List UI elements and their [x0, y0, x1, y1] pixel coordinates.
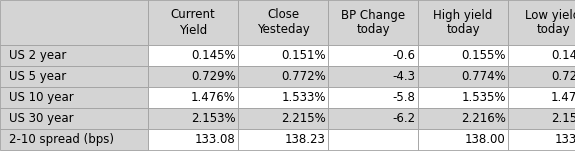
Text: 2.215%: 2.215% [281, 112, 325, 125]
Text: 0.774%: 0.774% [461, 70, 505, 83]
Text: 1.476%: 1.476% [551, 91, 575, 104]
Bar [238, 108, 328, 129]
Bar [328, 66, 418, 87]
Bar [418, 87, 508, 108]
Bar [508, 66, 575, 87]
Text: 1.533%: 1.533% [281, 91, 325, 104]
Bar [418, 0, 508, 45]
Text: -4.3: -4.3 [393, 70, 416, 83]
Bar [328, 87, 418, 108]
Bar [148, 87, 238, 108]
Text: 138.00: 138.00 [465, 133, 505, 146]
Bar [238, 129, 328, 150]
Bar [508, 129, 575, 150]
Text: -5.8: -5.8 [393, 91, 416, 104]
Bar [508, 45, 575, 66]
Bar [328, 129, 418, 150]
Bar [0, 108, 148, 129]
Bar [0, 66, 148, 87]
Bar [238, 45, 328, 66]
Bar [148, 0, 238, 45]
Text: High yield
today: High yield today [434, 9, 493, 36]
Bar [238, 0, 328, 45]
Text: 138.23: 138.23 [285, 133, 325, 146]
Text: Current
Yield: Current Yield [171, 9, 216, 36]
Bar [508, 87, 575, 108]
Bar [148, 66, 238, 87]
Text: -6.2: -6.2 [393, 112, 416, 125]
Bar [148, 108, 238, 129]
Text: 133.08: 133.08 [195, 133, 236, 146]
Bar [148, 129, 238, 150]
Text: 0.145%: 0.145% [191, 49, 236, 62]
Bar [148, 45, 238, 66]
Bar [328, 108, 418, 129]
Text: 1.476%: 1.476% [191, 91, 236, 104]
Text: 133.08: 133.08 [555, 133, 575, 146]
Text: US 10 year: US 10 year [9, 91, 74, 104]
Bar [508, 108, 575, 129]
Text: -0.6: -0.6 [393, 49, 416, 62]
Bar [238, 66, 328, 87]
Bar [0, 0, 148, 45]
Bar [418, 129, 508, 150]
Bar [418, 108, 508, 129]
Text: US 30 year: US 30 year [9, 112, 74, 125]
Text: 0.729%: 0.729% [191, 70, 236, 83]
Text: 2.153%: 2.153% [191, 112, 236, 125]
Text: 0.155%: 0.155% [461, 49, 505, 62]
Bar [0, 129, 148, 150]
Text: 0.145%: 0.145% [551, 49, 575, 62]
Bar [0, 45, 148, 66]
Text: 1.535%: 1.535% [461, 91, 505, 104]
Text: US 2 year: US 2 year [9, 49, 66, 62]
Text: 0.728%: 0.728% [551, 70, 575, 83]
Text: US 5 year: US 5 year [9, 70, 66, 83]
Text: BP Change
today: BP Change today [341, 9, 405, 36]
Bar [238, 87, 328, 108]
Text: 2-10 spread (bps): 2-10 spread (bps) [9, 133, 114, 146]
Text: 0.772%: 0.772% [281, 70, 325, 83]
Bar [508, 0, 575, 45]
Text: 0.151%: 0.151% [281, 49, 325, 62]
Bar [418, 66, 508, 87]
Text: 2.153%: 2.153% [551, 112, 575, 125]
Text: 2.216%: 2.216% [461, 112, 505, 125]
Bar [328, 0, 418, 45]
Text: Low yield
today: Low yield today [526, 9, 575, 36]
Bar [0, 87, 148, 108]
Bar [418, 45, 508, 66]
Text: Close
Yesteday: Close Yesteday [256, 9, 309, 36]
Bar [328, 45, 418, 66]
